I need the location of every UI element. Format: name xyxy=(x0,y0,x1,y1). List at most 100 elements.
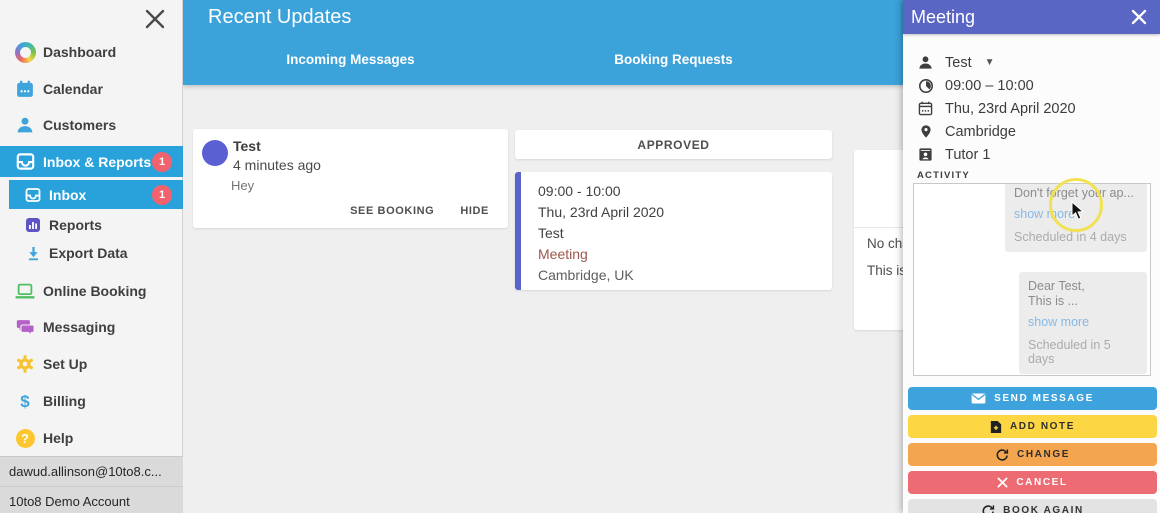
message-preview: Hey xyxy=(231,178,255,193)
booking-date: Thu, 23rd April 2020 xyxy=(945,100,1076,117)
button-label: BOOK AGAIN xyxy=(1003,505,1084,513)
booking-time: 09:00 – 10:00 xyxy=(945,77,1034,94)
laptop-icon xyxy=(13,283,37,300)
sidebar-close-button[interactable] xyxy=(142,6,168,32)
see-booking-button[interactable]: SEE BOOKING xyxy=(350,205,435,217)
sidebar-item-inbox[interactable]: Inbox 1 xyxy=(9,180,183,209)
sidebar-item-help[interactable]: ? Help xyxy=(0,423,183,453)
send-message-button[interactable]: SEND MESSAGE xyxy=(908,387,1157,410)
tab-booking-requests[interactable]: Booking Requests xyxy=(614,52,733,67)
sidebar-item-calendar[interactable]: Calendar xyxy=(0,74,183,104)
message-timestamp: 4 minutes ago xyxy=(233,157,321,173)
unread-badge: 1 xyxy=(152,184,172,205)
sidebar-item-label: Reports xyxy=(49,217,102,233)
scheduled-text: Scheduled in 4 days xyxy=(1014,230,1127,244)
person-icon xyxy=(917,55,934,70)
sidebar-item-inbox-reports[interactable]: Inbox & Reports 1 xyxy=(0,146,183,177)
close-icon xyxy=(142,9,168,36)
button-label: CANCEL xyxy=(1016,477,1068,488)
button-label: SEND MESSAGE xyxy=(994,393,1094,404)
change-button[interactable]: CHANGE xyxy=(908,443,1157,466)
calendar-icon xyxy=(917,101,934,116)
inbox-tray-icon xyxy=(13,152,37,171)
account-email[interactable]: dawud.allinson@10to8.c... xyxy=(0,457,183,487)
sidebar-item-reports[interactable]: Reports xyxy=(9,211,183,239)
refresh-icon xyxy=(995,448,1009,462)
booking-location: Cambridge xyxy=(945,123,1016,140)
sidebar-item-label: Inbox xyxy=(49,186,87,203)
sidebar-item-label: Dashboard xyxy=(43,44,117,60)
cancel-button[interactable]: CANCEL xyxy=(908,471,1157,494)
panel-actions: SEND MESSAGE ADD NOTE CHANGE CANCEL xyxy=(908,387,1157,513)
account-name[interactable]: 10to8 Demo Account xyxy=(9,494,130,509)
avatar xyxy=(202,140,228,166)
booking-date: Thu, 23rd April 2020 xyxy=(538,204,665,220)
sidebar-item-label: Inbox & Reports xyxy=(43,153,152,170)
message-sender: Test xyxy=(233,138,261,154)
dashboard-logo-icon xyxy=(13,41,37,63)
scheduled-text: Scheduled in 5 days xyxy=(1028,338,1111,366)
activity-feed[interactable]: Don't forget your ap... show more Schedu… xyxy=(913,183,1151,376)
activity-text: Dear Test, xyxy=(1028,279,1085,293)
clock-icon xyxy=(917,78,934,94)
booking-customer: Test xyxy=(538,225,564,241)
chat-bubbles-icon xyxy=(13,319,37,336)
reports-icon xyxy=(23,217,43,233)
panel-header: Meeting xyxy=(903,0,1160,34)
refresh-icon xyxy=(981,504,995,513)
staff-name: Tutor 1 xyxy=(945,146,991,163)
unread-badge: 1 xyxy=(152,151,172,172)
sidebar-item-label: Billing xyxy=(43,393,86,409)
booking-request-card[interactable]: 09:00 - 10:00 Thu, 23rd April 2020 Test … xyxy=(515,172,832,290)
sidebar-item-online-booking[interactable]: Online Booking xyxy=(0,276,183,306)
help-icon: ? xyxy=(13,428,37,448)
sidebar-item-label: Set Up xyxy=(43,356,88,372)
calendar-icon xyxy=(13,80,37,98)
booking-location: Cambridge, UK xyxy=(538,267,634,283)
activity-bubble: Dear Test, This is ... show more Schedul… xyxy=(1019,272,1147,374)
panel-title: Meeting xyxy=(911,6,976,27)
location-row: Cambridge xyxy=(917,120,1154,143)
book-again-button[interactable]: BOOK AGAIN xyxy=(908,499,1157,513)
staff-row: Tutor 1 xyxy=(917,143,1154,166)
sidebar-item-label: Online Booking xyxy=(43,283,147,299)
page-title: Recent Updates xyxy=(208,6,352,28)
show-more-link[interactable]: show more xyxy=(1028,315,1090,329)
account-section: dawud.allinson@10to8.c... 10to8 Demo Acc… xyxy=(0,456,183,513)
hide-button[interactable]: HIDE xyxy=(460,205,489,217)
button-label: ADD NOTE xyxy=(1009,421,1076,432)
panel-close-button[interactable] xyxy=(1130,8,1148,26)
chevron-down-icon: ▼ xyxy=(984,57,995,68)
x-icon xyxy=(997,477,1008,488)
message-card: Test 4 minutes ago Hey SEE BOOKING HIDE xyxy=(193,129,508,228)
sidebar-item-billing[interactable]: $ Billing xyxy=(0,386,183,416)
dollar-icon: $ xyxy=(20,391,30,411)
sidebar-item-label: Customers xyxy=(43,117,117,133)
button-label: CHANGE xyxy=(1017,449,1070,460)
location-pin-icon xyxy=(917,124,934,139)
close-icon xyxy=(1130,9,1148,30)
sidebar: Dashboard Calendar Customers Inbox & Rep… xyxy=(0,0,183,513)
booking-time: 09:00 - 10:00 xyxy=(538,183,621,199)
inbox-icon xyxy=(23,187,43,203)
sidebar-item-customers[interactable]: Customers xyxy=(0,110,183,140)
sidebar-item-dashboard[interactable]: Dashboard xyxy=(0,37,183,67)
notification-line: No cha xyxy=(867,236,910,251)
time-row: 09:00 – 10:00 xyxy=(917,74,1154,97)
booking-service: Meeting xyxy=(538,246,588,262)
customer-name: Test xyxy=(945,54,972,71)
gear-icon xyxy=(13,354,37,374)
sidebar-item-label: Help xyxy=(43,430,74,446)
sidebar-item-messaging[interactable]: Messaging xyxy=(0,312,183,342)
customer-selector[interactable]: Test ▼ xyxy=(917,51,1154,74)
approved-status-bar: APPROVED xyxy=(515,130,832,159)
sidebar-item-export-data[interactable]: Export Data xyxy=(9,239,183,267)
activity-label: ACTIVITY xyxy=(917,170,970,181)
sidebar-item-set-up[interactable]: Set Up xyxy=(0,349,183,379)
show-more-link[interactable]: show more xyxy=(1014,207,1076,221)
add-note-button[interactable]: ADD NOTE xyxy=(908,415,1157,438)
sidebar-item-label: Messaging xyxy=(43,319,116,335)
tab-incoming-messages[interactable]: Incoming Messages xyxy=(286,52,415,67)
person-icon xyxy=(13,116,37,134)
